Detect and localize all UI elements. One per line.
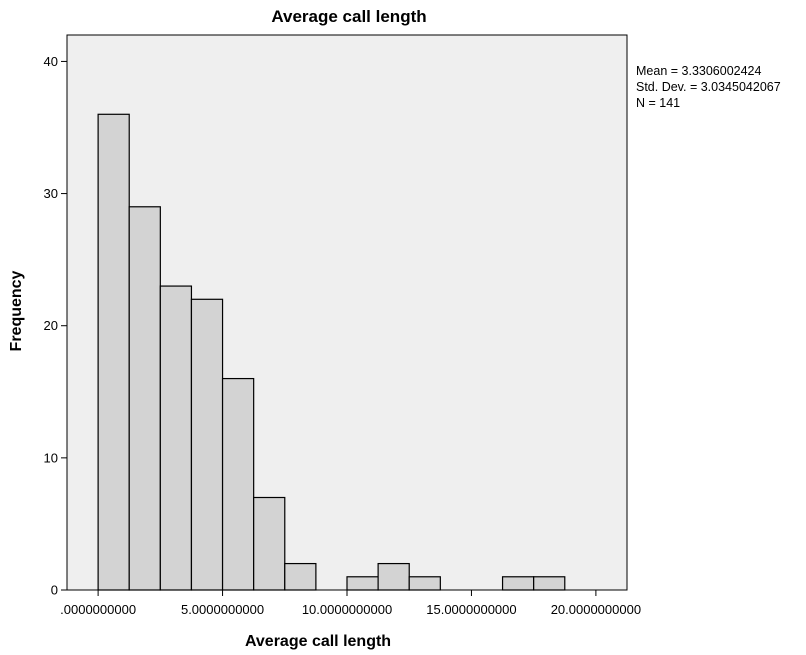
mean-stat: Mean = 3.3306002424 [636, 64, 762, 78]
x-axis: .0000000000 5.0000000000 10.0000000000 15.0… [60, 590, 641, 617]
chart-title: Average call length [271, 7, 426, 26]
y-axis: 0 10 20 30 40 [44, 54, 67, 598]
histogram-bar-1 [128, 206, 161, 591]
y-tick-label: 10 [44, 450, 58, 465]
histogram-bar-10 [408, 576, 441, 591]
histogram-bar-13 [501, 576, 535, 591]
histogram-bar-14 [533, 576, 566, 591]
y-tick-label: 40 [44, 54, 58, 69]
histogram-bar-8 [346, 576, 379, 591]
histogram-bar-0 [97, 113, 130, 591]
n-stat: N = 141 [636, 96, 681, 110]
y-axis-title: Frequency [8, 270, 25, 351]
statistics-panel: Mean = 3.3306002424 Std. Dev. = 3.034504… [636, 63, 781, 111]
x-axis-title: Average call length [245, 633, 391, 650]
x-tick-label: 10.0000000000 [302, 602, 392, 617]
x-tick-label: 15.0000000000 [426, 602, 516, 617]
histogram-bar-4 [221, 377, 255, 591]
std-dev-stat: Std. Dev. = 3.0345042067 [636, 80, 781, 94]
y-tick-label: 30 [44, 186, 58, 201]
histogram-bar-2 [159, 285, 193, 591]
y-tick-label: 20 [44, 318, 58, 333]
x-tick-label: 20.0000000000 [551, 602, 641, 617]
bars-layer [97, 113, 566, 591]
histogram-bar-9 [377, 562, 410, 591]
histogram-bar-5 [253, 496, 286, 591]
histogram-bar-3 [190, 298, 224, 591]
histogram-bar-6 [284, 562, 317, 591]
x-tick-label: .0000000000 [60, 602, 136, 617]
x-tick-label: 5.0000000000 [181, 602, 264, 617]
y-tick-label: 0 [51, 583, 58, 598]
